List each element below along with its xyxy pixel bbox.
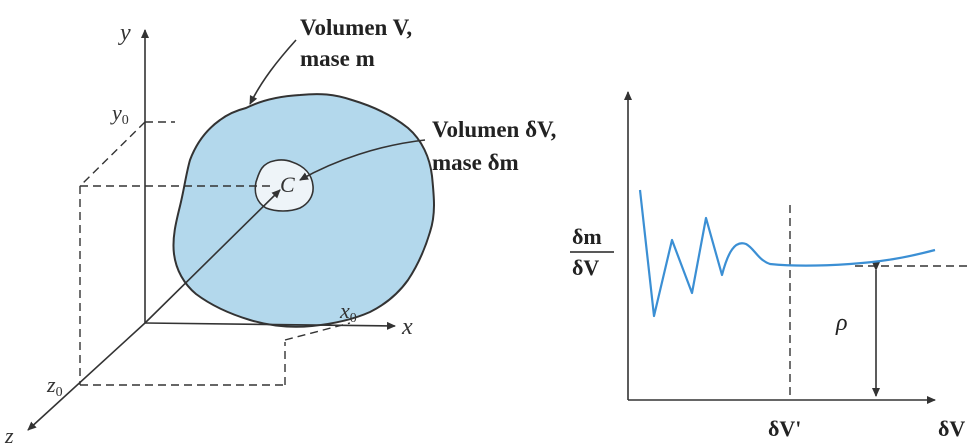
y-label-numerator: δm xyxy=(572,224,602,249)
right-graph: δm δV ρ δV' δV xyxy=(570,91,970,441)
left-diagram: y x z y0 x0 z0 C Volumen V, mase m Volum… xyxy=(4,15,556,444)
rho-label: ρ xyxy=(835,310,848,336)
leader-arrow-volume xyxy=(249,39,297,105)
x-axis-label: x xyxy=(401,314,413,340)
small-volume-region xyxy=(254,159,314,212)
x0-label: x0 xyxy=(339,298,357,326)
graph-x-axis-label: δV xyxy=(938,416,965,441)
volume-region xyxy=(172,93,435,328)
y-label-denominator: δV xyxy=(572,255,599,280)
density-curve xyxy=(638,189,936,318)
dashed-construction-box xyxy=(79,121,351,386)
y0-label: y0 xyxy=(110,100,129,128)
z-axis xyxy=(27,322,146,431)
x-axis xyxy=(144,321,396,330)
dv-prime-label: δV' xyxy=(768,416,801,441)
y-axis-label: y xyxy=(118,20,131,46)
point-c-label: C xyxy=(280,172,295,197)
leader-arrow-small-volume xyxy=(299,139,426,181)
volume-label-line2: mase m xyxy=(300,46,375,71)
z0-label: z0 xyxy=(46,372,63,400)
volume-label-line1: Volumen V, xyxy=(300,15,412,40)
small-volume-label-line2: mase δm xyxy=(432,150,519,175)
position-line xyxy=(144,189,281,324)
small-volume-label-line1: Volumen δV, xyxy=(432,117,556,142)
z-axis-label: z xyxy=(4,423,14,444)
